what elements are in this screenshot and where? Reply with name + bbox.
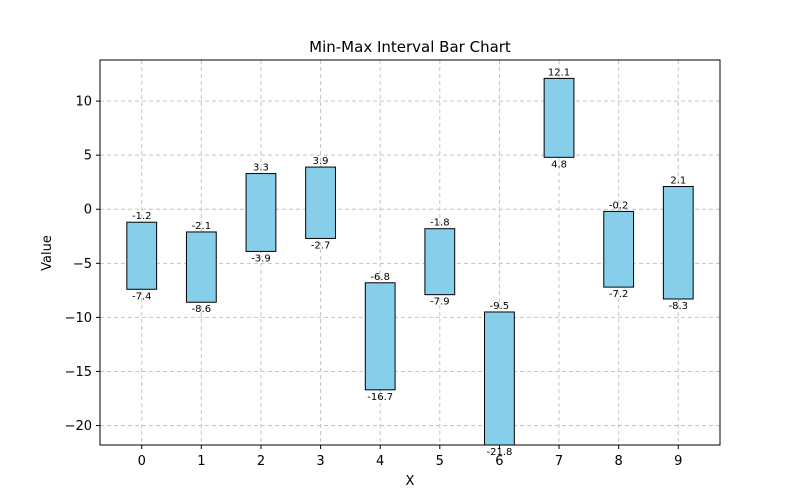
interval-bar	[126, 221, 158, 290]
y-tick-label: −20	[65, 419, 92, 434]
x-tick-label: 2	[257, 454, 265, 469]
max-value-label: 3.9	[313, 156, 329, 167]
x-tick-label: 6	[495, 454, 503, 469]
max-value-label: 2.1	[670, 176, 686, 187]
x-tick-label: 9	[674, 454, 682, 469]
y-tick-label: 0	[84, 203, 92, 218]
min-value-label: -8.6	[192, 304, 212, 315]
x-tick-label: 1	[197, 454, 205, 469]
x-tick-label: 7	[555, 454, 563, 469]
ticks-layer: −20 −15 −10 −5 0 5 10 0 1 2 3 4 5 6 7 8 9	[65, 95, 683, 469]
interval-bar	[185, 231, 217, 303]
x-tick-label: 5	[436, 454, 444, 469]
max-value-label: 12.1	[548, 67, 570, 78]
interval-bar	[603, 210, 635, 288]
y-axis-label: Value	[40, 235, 55, 271]
y-tick-label: −15	[65, 365, 92, 380]
interval-bar	[245, 173, 277, 252]
min-value-label: -21.8	[486, 447, 512, 458]
chart-title: Min-Max Interval Bar Chart	[309, 38, 511, 56]
y-tick-label: −5	[73, 257, 92, 272]
labels-layer: -1.2 -7.4 -2.1 -8.6 3.3 -3.9 3.9 -2.7 -6.8 -16.7 -…	[132, 67, 688, 458]
max-value-label: -0.2	[609, 200, 629, 211]
x-tick-label: 4	[376, 454, 384, 469]
x-tick-label: 8	[615, 454, 623, 469]
min-value-label: -3.9	[251, 253, 271, 264]
min-value-label: -16.7	[367, 392, 393, 403]
max-value-label: -6.8	[370, 272, 390, 283]
min-value-label: -2.7	[311, 240, 331, 251]
max-value-label: -1.8	[430, 218, 450, 229]
max-value-label: -9.5	[490, 301, 510, 312]
interval-bar	[364, 282, 396, 391]
plot-frame	[99, 59, 721, 446]
x-tick-label: 3	[316, 454, 324, 469]
interval-bar	[543, 77, 575, 158]
y-tick-label: −10	[65, 311, 92, 326]
min-value-label: -8.3	[669, 301, 689, 312]
max-value-label: -1.2	[132, 211, 152, 222]
interval-bar	[305, 166, 336, 239]
y-tick-label: 5	[84, 149, 92, 164]
min-value-label: 4.8	[551, 159, 567, 170]
grid-layer	[100, 60, 720, 445]
min-value-label: -7.2	[609, 289, 629, 300]
interval-bar	[662, 186, 694, 300]
min-value-label: -7.4	[132, 291, 152, 302]
x-tick-label: 0	[138, 454, 146, 469]
y-tick-label: 10	[75, 95, 92, 110]
x-axis-label: X	[406, 474, 415, 489]
bars-layer	[126, 77, 694, 446]
interval-bar	[424, 228, 456, 296]
min-value-label: -7.9	[430, 297, 450, 308]
max-value-label: 3.3	[253, 163, 269, 174]
interval-bar	[484, 311, 515, 446]
max-value-label: -2.1	[192, 221, 212, 232]
